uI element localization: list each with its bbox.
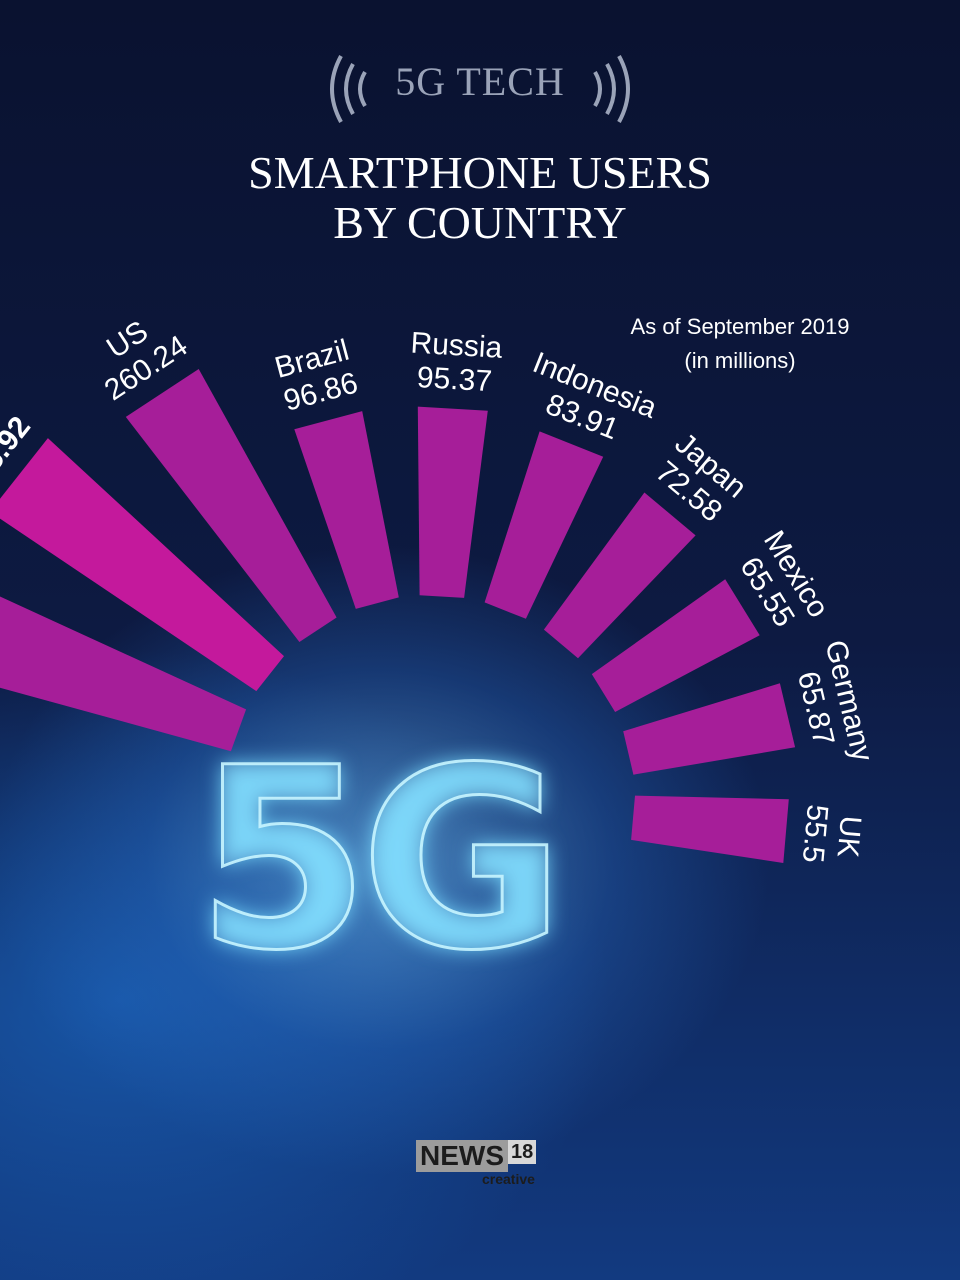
bar-japan xyxy=(543,492,696,659)
kicker: 5G TECH xyxy=(395,59,565,104)
label-germany: Germany65.87 xyxy=(785,637,879,772)
5g-graphic: 5G xyxy=(194,714,566,1005)
bar-germany xyxy=(623,683,796,775)
bar-mexico xyxy=(591,579,760,712)
bar-brazil xyxy=(294,411,399,609)
label-uk: UK55.5 xyxy=(796,803,868,867)
signal-waves-right-icon xyxy=(593,55,630,123)
bar-uk xyxy=(631,795,789,863)
note-line-2: (in millions) xyxy=(684,348,796,373)
bar-russia xyxy=(417,406,488,598)
category-label: UK xyxy=(830,814,867,858)
category-label: Russia xyxy=(410,327,504,365)
title-line-1: SMARTPHONE USERS xyxy=(248,147,712,198)
value-label: 95.37 xyxy=(416,361,493,398)
bar-indonesia xyxy=(484,431,604,619)
bar-us xyxy=(125,369,337,642)
label-brazil: Brazil96.86 xyxy=(271,334,361,418)
label-russia: Russia95.37 xyxy=(408,327,504,399)
note-line-1: As of September 2019 xyxy=(630,314,850,339)
news18-logo: NEWS 18 creative xyxy=(416,1140,566,1186)
title-line-2: BY COUNTRY xyxy=(333,197,627,248)
bar-china xyxy=(0,596,247,752)
chart-note: As of September 2019 (in millions) xyxy=(560,310,920,378)
bar-india xyxy=(0,438,284,692)
bars-group xyxy=(0,369,796,863)
value-label: 55.5 xyxy=(796,803,834,864)
brand-name: NEWS xyxy=(416,1140,508,1172)
brand-number: 18 xyxy=(508,1140,537,1164)
chart-title: SMARTPHONE USERS BY COUNTRY xyxy=(0,148,960,248)
brand-sub: creative xyxy=(482,1171,535,1187)
signal-waves-left-icon xyxy=(330,55,367,123)
